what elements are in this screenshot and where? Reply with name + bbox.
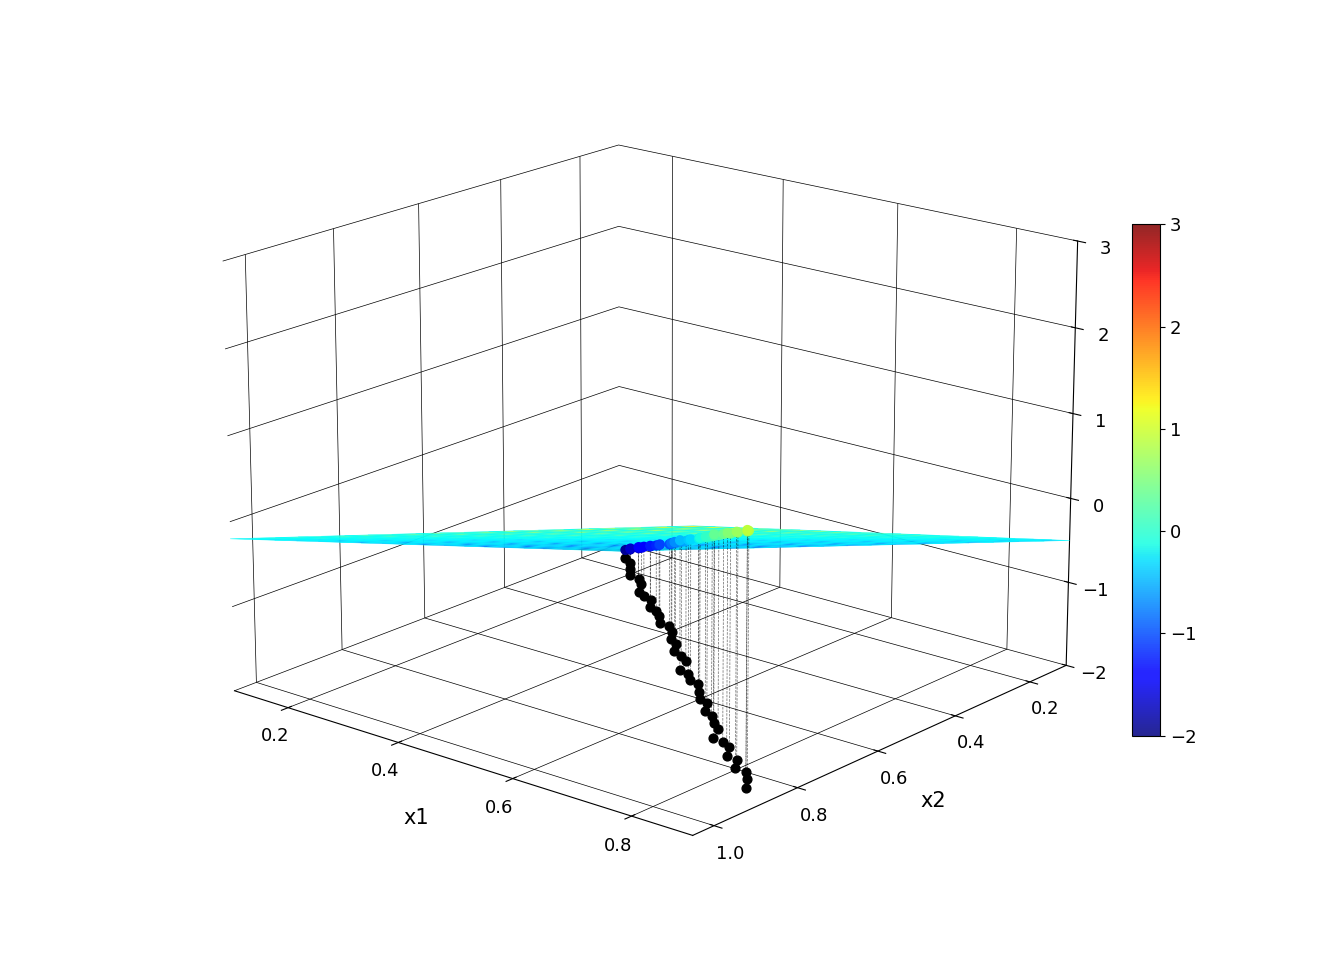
X-axis label: x1: x1 bbox=[403, 807, 429, 828]
Y-axis label: x2: x2 bbox=[921, 791, 946, 811]
